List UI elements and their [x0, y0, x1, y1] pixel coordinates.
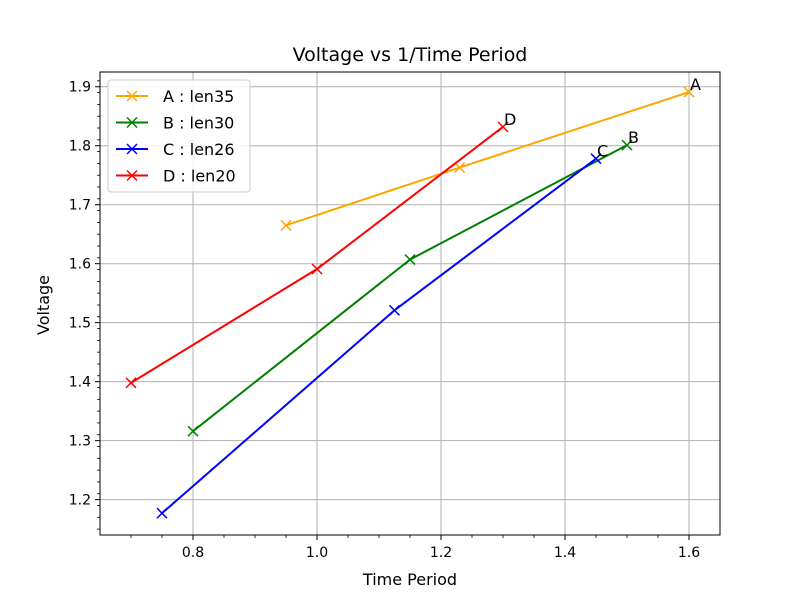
- y-tick-label: 1.6: [69, 257, 91, 273]
- series-end-label: A: [690, 75, 701, 94]
- y-tick-label: 1.4: [69, 375, 91, 391]
- series-layer: A B C D: [125, 75, 701, 519]
- x-tick-label: 1.4: [554, 545, 576, 561]
- data-point: [454, 162, 466, 174]
- data-point: [683, 86, 695, 98]
- data-point: [187, 425, 199, 437]
- x-tick-label: 1.6: [678, 545, 700, 561]
- legend-label: C : len26: [163, 140, 235, 159]
- y-axis-label: Voltage: [34, 275, 53, 335]
- legend-marker: [126, 90, 138, 102]
- y-tick-label: 1.9: [69, 80, 91, 96]
- x-tick-label: 1.2: [430, 545, 452, 561]
- data-point: [311, 263, 323, 275]
- data-point: [156, 507, 168, 519]
- series-c: C: [156, 142, 608, 519]
- data-point: [590, 153, 602, 165]
- legend-item: B : len30: [116, 114, 234, 133]
- y-tick-label: 1.8: [69, 139, 91, 155]
- y-tick-label: 1.2: [69, 493, 91, 509]
- data-point: [388, 304, 401, 316]
- data-point: [497, 121, 509, 133]
- series-a: A: [280, 75, 701, 231]
- data-point: [280, 219, 292, 231]
- legend-marker: [126, 143, 138, 155]
- legend-label: B : len30: [163, 114, 234, 133]
- legend-label: A : len35: [163, 87, 234, 106]
- legend-item: D : len20: [116, 167, 236, 186]
- legend-marker: [126, 169, 138, 182]
- x-tick-label: 0.8: [182, 545, 204, 561]
- legend-label: D : len20: [163, 167, 236, 186]
- grid: [100, 72, 720, 535]
- legend-marker: [126, 116, 138, 129]
- legend: A : len35 B : len30 C : len26 D : len20: [107, 79, 251, 193]
- chart-title: Voltage vs 1/Time Period: [293, 44, 528, 66]
- ticks: 0.8 1.0 1.2 1.4 1.6 1.2 1.3 1.4 1.5 1.6 1.7 1.8 1.9: [69, 80, 700, 561]
- series-end-label: D: [504, 110, 516, 129]
- legend-box: [107, 79, 251, 193]
- legend-item: A : len35: [116, 87, 234, 106]
- data-point: [125, 377, 137, 389]
- series-end-label: B: [628, 128, 639, 147]
- y-tick-label: 1.5: [69, 316, 91, 332]
- legend-item: C : len26: [116, 140, 235, 159]
- series-b: B: [187, 128, 639, 437]
- data-point: [404, 254, 416, 266]
- x-tick-label: 1.0: [306, 545, 328, 561]
- data-point: [621, 139, 633, 151]
- series-d: D: [125, 110, 516, 389]
- y-tick-label: 1.3: [69, 434, 91, 450]
- x-axis-label: Time Period: [362, 570, 457, 589]
- series-end-label: C: [597, 142, 608, 161]
- y-tick-label: 1.7: [69, 198, 91, 214]
